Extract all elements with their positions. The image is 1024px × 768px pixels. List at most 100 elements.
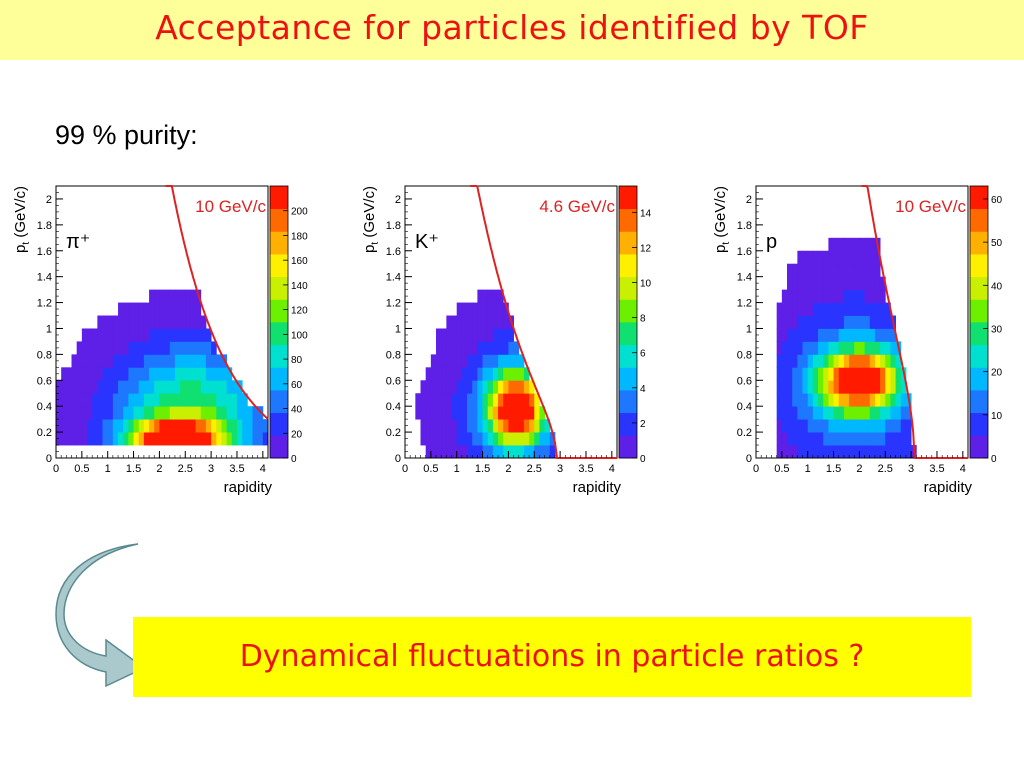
heatmap-cell xyxy=(472,380,478,394)
heatmap-cell xyxy=(843,419,850,433)
heatmap-cell xyxy=(843,250,850,265)
heatmap-cell xyxy=(87,406,93,420)
heatmap-cell xyxy=(518,354,525,368)
heatmap-cell xyxy=(138,419,145,433)
heatmap-cell xyxy=(164,419,171,433)
heatmap-cell xyxy=(503,432,509,446)
heatmap-cell xyxy=(833,432,840,446)
heatmap-cell xyxy=(492,302,499,316)
heatmap-cell xyxy=(843,354,850,368)
heatmap-cells xyxy=(56,289,269,446)
heatmap-cell xyxy=(549,445,556,459)
z-tick-label: 50 xyxy=(991,238,1003,249)
heatmap-cell xyxy=(874,341,881,355)
heatmap-cell xyxy=(776,380,783,394)
heatmap-cell xyxy=(508,406,514,420)
heatmap-cell xyxy=(97,406,103,420)
heatmap-cell xyxy=(523,445,530,459)
heatmap-cell xyxy=(880,393,886,407)
heatmap-cell xyxy=(859,302,865,316)
heatmap-cell xyxy=(797,354,803,368)
heatmap-cell xyxy=(812,367,819,381)
x-tick-label: 1.5 xyxy=(126,463,141,475)
heatmap-cell xyxy=(436,328,442,342)
heatmap-cell xyxy=(425,393,432,407)
heatmap-cell xyxy=(864,250,871,265)
heatmap-cell xyxy=(792,302,798,316)
heatmap-cell xyxy=(849,263,855,278)
heatmap-cell xyxy=(107,367,114,381)
heatmap-cell xyxy=(149,419,155,433)
heatmap-cell xyxy=(838,354,845,368)
heatmap-cell xyxy=(169,315,176,329)
heatmap-cell xyxy=(885,432,891,446)
heatmap-cell xyxy=(807,432,814,446)
heatmap-cell xyxy=(205,380,212,394)
heatmap-cell xyxy=(849,445,855,459)
heatmap-cell xyxy=(92,367,98,381)
heatmap-cell xyxy=(200,419,207,433)
heatmap-cell xyxy=(128,419,134,433)
heatmap-cell xyxy=(818,263,824,278)
momentum-limit-curve xyxy=(470,185,617,459)
heatmap-cell xyxy=(420,380,427,394)
heatmap-cell xyxy=(508,380,514,394)
heatmap-cell xyxy=(236,393,243,407)
heatmap-cell xyxy=(487,419,494,433)
heatmap-cell xyxy=(446,367,452,381)
heatmap-cell xyxy=(446,341,452,355)
heatmap-cell xyxy=(487,315,494,329)
heatmap-cell xyxy=(776,432,783,446)
heatmap-cell xyxy=(456,432,463,446)
heatmap-cell xyxy=(190,289,197,303)
heatmap-cell xyxy=(807,276,814,291)
heatmap-cell xyxy=(242,393,248,407)
color-bar-segment xyxy=(270,367,288,391)
heatmap-cell xyxy=(880,289,886,303)
heatmap-cell xyxy=(174,380,181,394)
heatmap-cell xyxy=(523,406,530,420)
color-bar xyxy=(270,186,288,459)
heatmap-cell xyxy=(534,406,540,420)
heatmap-cell xyxy=(781,289,788,303)
heatmap-cell xyxy=(252,432,259,446)
heatmap-cell xyxy=(792,406,798,420)
heatmap-cell xyxy=(461,406,468,420)
heatmap-cell xyxy=(436,419,442,433)
heatmap-cell xyxy=(776,393,783,407)
heatmap-cell xyxy=(807,367,814,381)
heatmap-cell xyxy=(818,276,824,291)
heatmap-cell xyxy=(823,406,829,420)
heatmap-cell xyxy=(430,419,437,433)
heatmap-cell xyxy=(441,393,447,407)
heatmap-cell xyxy=(776,341,783,355)
color-bar-segment xyxy=(970,299,988,323)
heatmap-cell xyxy=(523,432,530,446)
heatmap-cell xyxy=(216,380,222,394)
z-tick-label: 60 xyxy=(291,380,303,391)
heatmap-cell xyxy=(102,367,109,381)
heatmap-cell xyxy=(792,393,798,407)
heatmap-cell xyxy=(441,445,447,459)
heatmap-cell xyxy=(849,328,855,342)
heatmap-cell xyxy=(885,302,891,316)
color-bar-segment xyxy=(270,299,288,323)
heatmap-cell xyxy=(446,380,452,394)
heatmap-cell xyxy=(828,302,834,316)
heatmap-cell xyxy=(107,380,114,394)
heatmap-cell xyxy=(781,315,788,329)
heatmap-cell xyxy=(456,393,463,407)
heatmap-cell xyxy=(503,406,509,420)
heatmap-cell xyxy=(81,406,88,420)
heatmap-cell xyxy=(895,367,902,381)
heatmap-cell xyxy=(456,419,463,433)
heatmap-cell xyxy=(164,302,171,316)
heatmap-cell xyxy=(159,341,165,355)
heatmap-cell xyxy=(482,380,489,394)
z-tick-label: 8 xyxy=(640,314,646,325)
heatmap-cell xyxy=(854,380,860,394)
heatmap-cell xyxy=(205,393,212,407)
heatmap-cell xyxy=(828,419,834,433)
heatmap-cell xyxy=(461,367,468,381)
heatmap-cell xyxy=(118,393,124,407)
